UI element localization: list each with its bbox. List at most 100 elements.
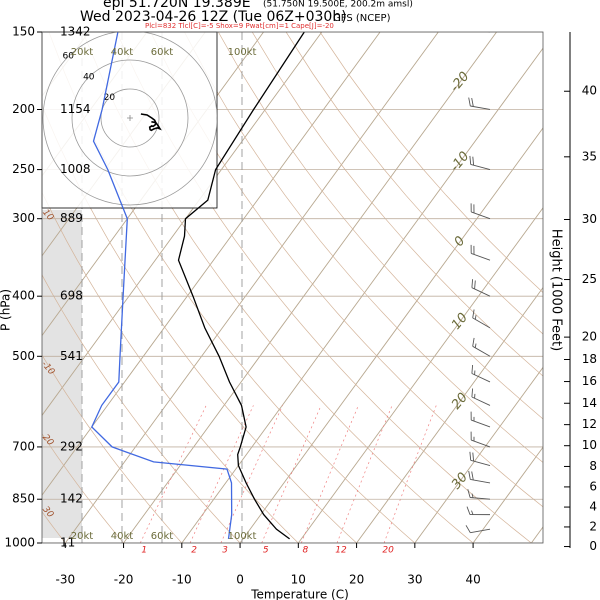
- plot-frame: [41, 31, 544, 544]
- speed-scale-label: 100kt: [228, 47, 257, 58]
- height-label: 889: [60, 211, 83, 225]
- isotherm: [239, 127, 543, 543]
- isotherm: [297, 207, 543, 543]
- mixing-ratio-line: [383, 405, 437, 543]
- wind-barb: [472, 309, 491, 329]
- speed-scale-label: 40kt: [111, 47, 134, 58]
- y-tick-label: 500: [12, 349, 35, 363]
- wind-barb: [472, 337, 491, 357]
- mixing-ratio-line: [261, 405, 322, 543]
- dry-adiabat: [42, 354, 183, 543]
- shaded-band: [42, 210, 82, 538]
- speed-scale-label: 20kt: [71, 531, 94, 542]
- dry-adiabat: [42, 274, 241, 543]
- hodograph-inner: 20 40 60: [42, 32, 217, 206]
- wind-barb: [465, 525, 491, 534]
- x-tick-label: 30: [407, 573, 422, 587]
- wind-barb: [468, 97, 491, 110]
- wind-barb: [469, 155, 491, 171]
- x-tick-label: 10: [291, 573, 306, 587]
- dry-adiabat: [48, 32, 416, 543]
- hodograph-ring-label: 40: [83, 72, 95, 82]
- chart-subtitle: Wed 2023-04-26 12Z (Tue 06Z+030h): [80, 9, 347, 25]
- isotherm: [414, 366, 543, 543]
- y-axis-title: P (hPa): [0, 289, 13, 331]
- y2-tick-label: 6: [589, 479, 597, 493]
- mixing-ratio-line: [300, 405, 359, 543]
- y2-tick-label: 2: [589, 519, 597, 533]
- dry-adiabat: [82, 32, 474, 543]
- hodograph-ring-label: 60: [63, 52, 75, 62]
- y2-tick-label: 25: [582, 272, 597, 286]
- speed-scale-label: 60kt: [151, 47, 174, 58]
- height-label: 541: [60, 349, 83, 363]
- y-tick-label: 300: [12, 211, 35, 225]
- hodograph-ring: [71, 59, 189, 177]
- height-label: 698: [60, 289, 83, 303]
- dry-adiabat: [184, 32, 543, 463]
- y2-tick-label: 18: [582, 352, 597, 366]
- wind-barb: [471, 279, 491, 297]
- wind-barb: [466, 506, 491, 516]
- mixing-ratio-label: 2: [191, 546, 197, 556]
- mixing-ratio-label: 3: [222, 546, 228, 556]
- dry-adiabat: [42, 191, 299, 543]
- x-axis-title: Temperature (C): [250, 588, 349, 600]
- x-tick-label: 20: [349, 573, 364, 587]
- y2-tick-label: 16: [582, 374, 597, 388]
- mixing-ratio-label: 12: [335, 546, 347, 556]
- x-tick-label: -20: [114, 573, 134, 587]
- y-tick-label: 150: [12, 25, 35, 39]
- hodograph: 20 40 60: [41, 31, 218, 209]
- mixing-ratio-label: 5: [263, 546, 269, 556]
- y2-axis-title: Height (1000 Feet): [549, 229, 564, 351]
- wind-barb: [470, 244, 491, 261]
- mixing-ratio-line: [139, 405, 207, 543]
- wind-barb: [471, 364, 491, 383]
- wind-barb: [470, 411, 491, 428]
- wind-barb: [468, 470, 491, 484]
- height-label: 1154: [60, 102, 91, 116]
- height-label: 292: [60, 439, 83, 453]
- dry-adiabat: [251, 32, 543, 377]
- y2-tick-label: 20: [582, 330, 597, 344]
- height-label: 1008: [60, 162, 91, 176]
- mixing-ratio-line: [220, 405, 283, 543]
- dry-adiabat: [42, 104, 357, 543]
- wind-barb: [470, 203, 491, 220]
- isotherm: [123, 32, 497, 543]
- isotherm: [42, 32, 381, 496]
- height-label: 1342: [60, 25, 91, 39]
- isotherm: [64, 32, 439, 543]
- speed-scale-label: 20kt: [71, 47, 94, 58]
- speed-scale-label: 40kt: [111, 531, 134, 542]
- wind-barb: [469, 451, 491, 466]
- wind-barb: [471, 388, 491, 406]
- isotherm: [42, 32, 323, 417]
- wind-barb: [470, 431, 491, 448]
- wind-barb: [467, 489, 491, 500]
- height-label: 11: [60, 536, 75, 550]
- sounding-indices: Plcl=832 Tlcl[C]=-5 Shox=9 Pwat[cm]=1 Ca…: [145, 22, 334, 30]
- y-tick-label: 1000: [4, 536, 35, 550]
- dry-adiabat: [42, 433, 124, 543]
- title-note: (51.750N 19.500E, 200.2m amsl): [263, 0, 413, 10]
- y-tick-label: 200: [12, 102, 35, 116]
- y-tick-label: 850: [12, 492, 35, 506]
- y2-tick-label: 40: [582, 84, 597, 98]
- hodograph-trace: [140, 113, 162, 132]
- dry-adiabat: [217, 32, 543, 420]
- x-tick-label: -10: [172, 573, 192, 587]
- y2-tick-label: 35: [582, 149, 597, 163]
- model-name: GFS (NCEP): [333, 13, 391, 24]
- y2-tick-label: 4: [589, 500, 597, 514]
- y2-tick-label: 12: [582, 417, 597, 431]
- y2-tick-label: 8: [589, 459, 597, 473]
- y2-tick-label: 0: [589, 539, 597, 553]
- chart-title: epi 51.720N 19.389E: [103, 0, 251, 11]
- hodograph-ring-label: 20: [104, 93, 116, 103]
- y2-tick-label: 14: [582, 396, 597, 410]
- isotherm: [181, 47, 543, 543]
